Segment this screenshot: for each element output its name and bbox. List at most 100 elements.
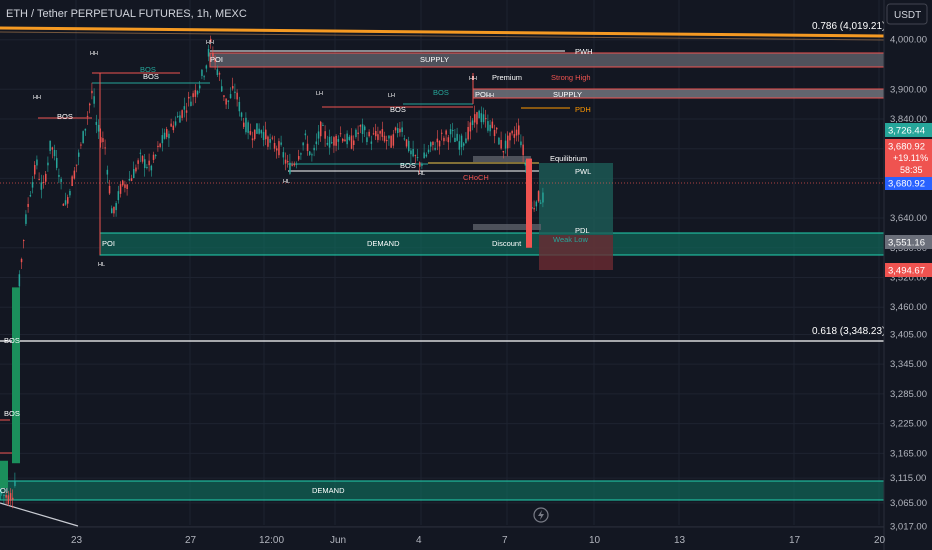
swing-label: HL [283, 179, 290, 185]
candle-body [93, 96, 95, 104]
candle-body [278, 141, 280, 156]
candle-body [432, 141, 434, 146]
candle-body [47, 162, 49, 166]
y-tick-label: 3,115.00 [890, 473, 926, 484]
price-tag [885, 235, 932, 249]
candle-body [207, 49, 210, 57]
candle-body [537, 191, 540, 202]
candle-body [370, 141, 373, 144]
candle-body [513, 134, 516, 138]
candle-body [504, 140, 507, 149]
structure-label: BOS [57, 112, 73, 121]
candle-body [331, 142, 333, 144]
candle-body [355, 129, 357, 138]
candle-body [500, 139, 502, 149]
candle-body [73, 170, 76, 179]
position-target-box [539, 163, 613, 235]
structure-label: DEMAND [367, 239, 400, 248]
candle-body [388, 135, 390, 139]
x-tick-label: 12:00 [259, 535, 284, 546]
candle-body [56, 157, 58, 168]
price-tag [885, 139, 932, 153]
candle-body [474, 114, 476, 123]
candle-body [91, 90, 93, 94]
candle-body [359, 125, 362, 127]
candle-body [126, 184, 128, 189]
candle-body [447, 137, 450, 143]
candle-body [199, 85, 201, 89]
candle-body [337, 139, 340, 142]
candle-body [348, 136, 351, 141]
candle-body [40, 182, 43, 190]
fib-786-label: 0.786 (4,019.21) [812, 21, 885, 32]
candle-body [425, 154, 428, 157]
candle-body [210, 38, 212, 43]
candle-body [25, 214, 27, 224]
candle-body [357, 132, 359, 135]
candle-body [284, 159, 287, 164]
candle-body [18, 274, 21, 287]
candle-body [324, 131, 326, 139]
structure-label: CHoCH [463, 173, 489, 182]
candle-body [262, 132, 265, 141]
price-tag [885, 263, 932, 277]
candle-body [542, 192, 544, 203]
candle-body [23, 240, 25, 242]
candle-body [221, 86, 223, 92]
lightning-icon[interactable] [533, 507, 549, 523]
candle-body [304, 133, 307, 136]
candle-body [78, 152, 80, 157]
candle-body [280, 142, 282, 145]
candle-body [441, 132, 443, 134]
candle-body [34, 165, 36, 175]
candle-body [234, 91, 236, 93]
equilibrium-bar [473, 156, 531, 162]
y-tick-label: 3,840.00 [890, 114, 927, 125]
candle-body [423, 152, 425, 159]
candle-body [122, 180, 124, 186]
structure-label: BOS [140, 65, 156, 74]
candle-body [86, 115, 89, 117]
candle-body [276, 148, 278, 151]
candle-body [49, 140, 51, 151]
candle-body [201, 69, 203, 76]
candle-body [491, 121, 494, 128]
candle-body [51, 147, 54, 150]
candle-body [254, 129, 256, 140]
price-tag [885, 176, 932, 190]
supply-zone [210, 53, 884, 67]
candle-body [535, 201, 538, 207]
candle-body [240, 112, 243, 117]
candle-body [333, 137, 335, 146]
candle-body [502, 150, 505, 153]
candle-body [38, 178, 40, 180]
candle-body [375, 131, 377, 137]
candle-body [397, 128, 399, 133]
candle-body [383, 135, 386, 142]
structure-label: POI [475, 90, 488, 99]
candle-body [390, 135, 392, 148]
candle-body [540, 202, 542, 204]
candle-body [392, 134, 395, 146]
candle-body [322, 124, 324, 126]
structure-label: BOS [433, 88, 449, 97]
candle-body [216, 69, 219, 76]
candle-body [522, 144, 524, 156]
structure-label: POI [210, 55, 223, 64]
impulse-candle [12, 287, 20, 464]
currency-label: USDT [894, 10, 921, 21]
candle-body [438, 141, 441, 147]
candle-body [300, 153, 302, 155]
currency-badge[interactable] [886, 3, 928, 25]
candle-body [452, 130, 454, 132]
price-tag-label: 3,680.92 [888, 142, 925, 153]
candle-body [102, 138, 104, 143]
structure-label: PWL [575, 167, 591, 176]
x-tick-label: 20 [874, 535, 886, 546]
y-tick-label: 3,405.00 [890, 329, 927, 340]
candle-body [139, 152, 142, 154]
candle-body [203, 76, 205, 78]
candle-body [135, 167, 137, 172]
candle-body [174, 121, 177, 126]
